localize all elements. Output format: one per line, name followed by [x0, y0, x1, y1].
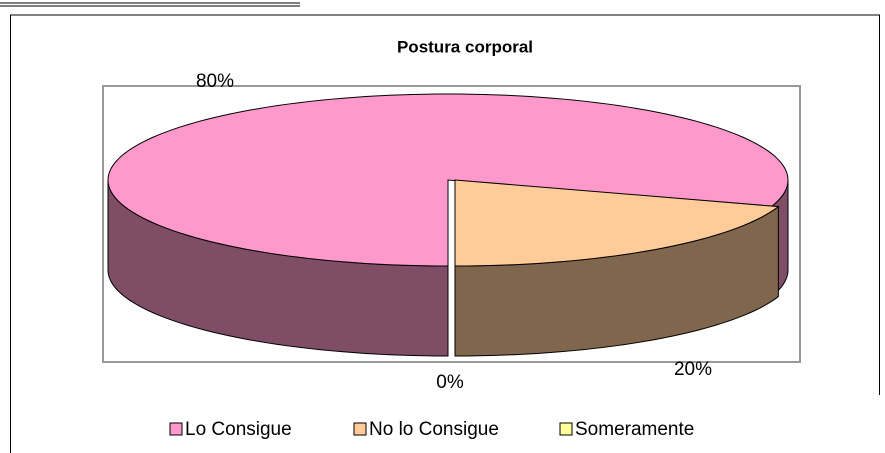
plot-area: [102, 85, 801, 363]
legend-swatch: [559, 422, 573, 436]
chart-title: Postura corporal: [397, 37, 533, 56]
data-label: 80%: [196, 71, 234, 92]
legend-swatch: [169, 422, 183, 436]
legend-swatch: [353, 422, 367, 436]
legend-label: Lo Consigue: [185, 419, 292, 440]
legend-label: Someramente: [575, 419, 694, 440]
data-label: 20%: [674, 359, 712, 380]
legend-label: No lo Consigue: [369, 419, 499, 440]
slice: [454, 179, 780, 267]
data-label: 0%: [436, 372, 464, 393]
